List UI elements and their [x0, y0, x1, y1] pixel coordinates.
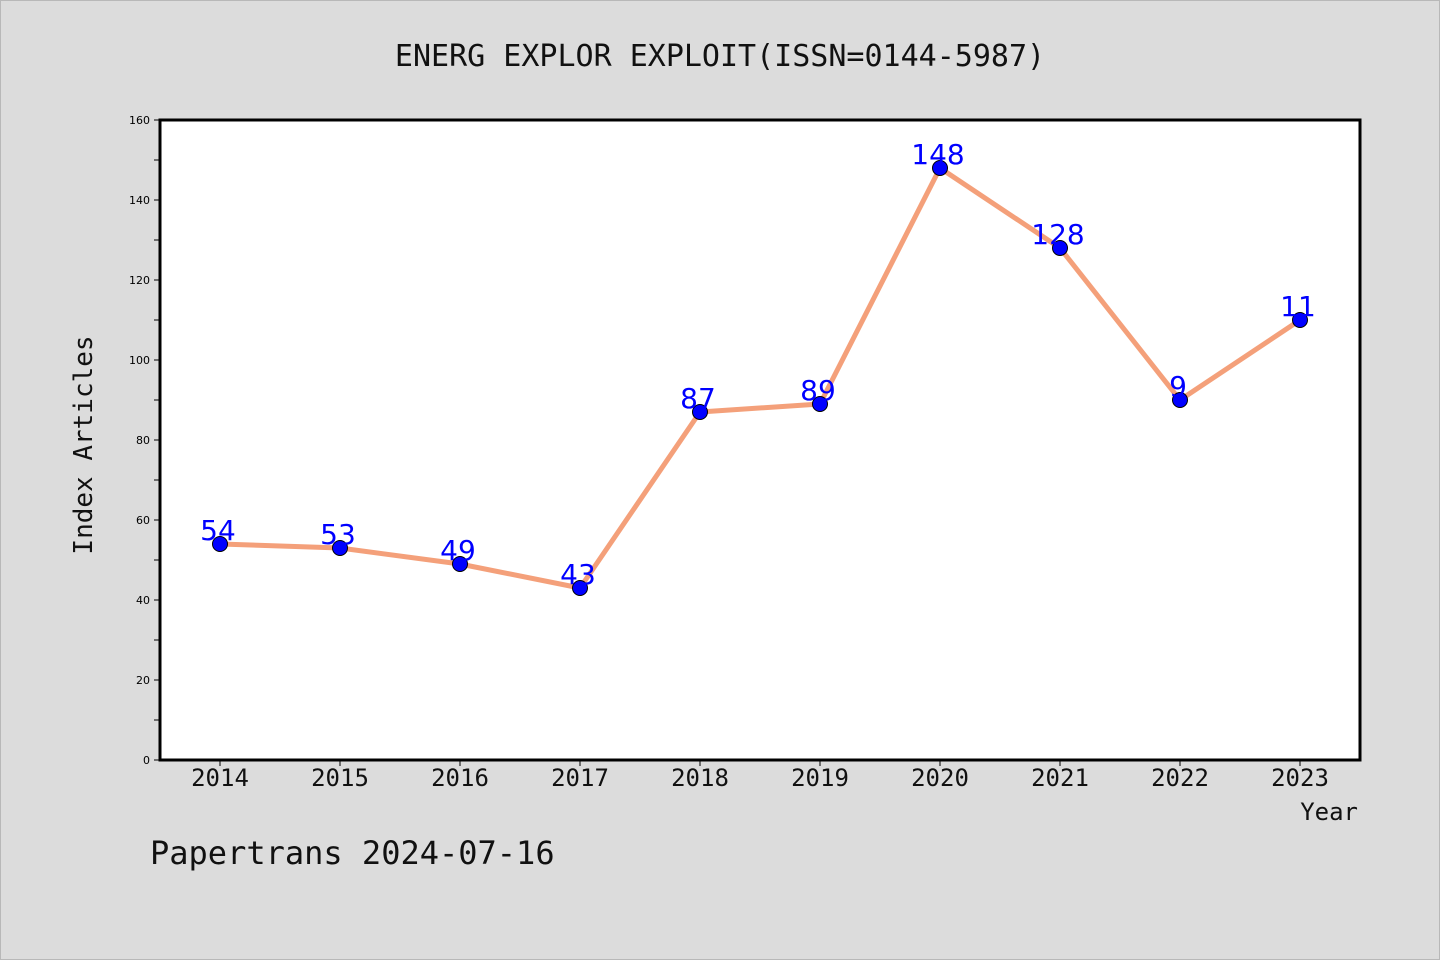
x-tick-label: 2021: [1031, 764, 1089, 792]
data-label: 89: [800, 374, 836, 407]
data-label: 49: [440, 534, 476, 567]
data-point: [1172, 392, 1188, 408]
y-tick-label: 80: [136, 434, 150, 447]
data-point: [212, 536, 228, 552]
data-point: [932, 160, 948, 176]
y-tick-label: 160: [129, 114, 150, 127]
y-axis: 0 20 40 60 80 100 120 140 160: [129, 114, 160, 767]
chart-title: ENERG EXPLOR EXPLOIT(ISSN=0144-5987): [395, 39, 1045, 74]
y-tick-label: 20: [136, 674, 150, 687]
data-label: 53: [320, 518, 356, 551]
x-tick-label: 2014: [191, 764, 249, 792]
data-point: [332, 540, 348, 556]
data-point: [1052, 240, 1068, 256]
y-tick-label: 60: [136, 514, 150, 527]
footer-text: Papertrans 2024-07-16: [150, 834, 555, 872]
plot-frame: [158, 118, 1362, 762]
y-tick-label: 100: [129, 354, 150, 367]
series-line: [217, 165, 1303, 591]
data-label: 128: [1031, 218, 1084, 251]
data-label: 148: [911, 138, 964, 171]
data-label: 11: [1280, 290, 1316, 323]
data-label: 87: [680, 382, 716, 415]
data-label: 54: [200, 514, 236, 547]
data-label: 9: [1169, 370, 1187, 403]
series-markers: [212, 160, 1308, 596]
data-point: [452, 556, 468, 572]
y-tick-label: 120: [129, 274, 150, 287]
data-point: [692, 404, 708, 420]
y-tick-label: 40: [136, 594, 150, 607]
data-labels: 54 53 49 43 87 89 148 128 9 11: [200, 138, 1316, 591]
x-axis: 2014 2015 2016 2017 2018 2019 2020 2021 2022 2023: [191, 760, 1329, 792]
y-tick-label: 0: [143, 754, 150, 767]
x-tick-label: 2023: [1271, 764, 1329, 792]
x-tick-label: 2016: [431, 764, 489, 792]
y-tick-label: 140: [129, 194, 150, 207]
x-tick-label: 2015: [311, 764, 369, 792]
data-point: [1292, 312, 1308, 328]
plot-area: [160, 120, 1360, 760]
data-point: [812, 396, 828, 412]
x-tick-label: 2019: [791, 764, 849, 792]
x-tick-label: 2018: [671, 764, 729, 792]
data-point: [572, 580, 588, 596]
x-tick-label: 2020: [911, 764, 969, 792]
x-tick-label: 2022: [1151, 764, 1209, 792]
data-label: 43: [560, 558, 596, 591]
x-tick-label: 2017: [551, 764, 609, 792]
x-axis-label: Year: [1300, 798, 1358, 826]
y-axis-label: Index Articles: [69, 335, 99, 554]
